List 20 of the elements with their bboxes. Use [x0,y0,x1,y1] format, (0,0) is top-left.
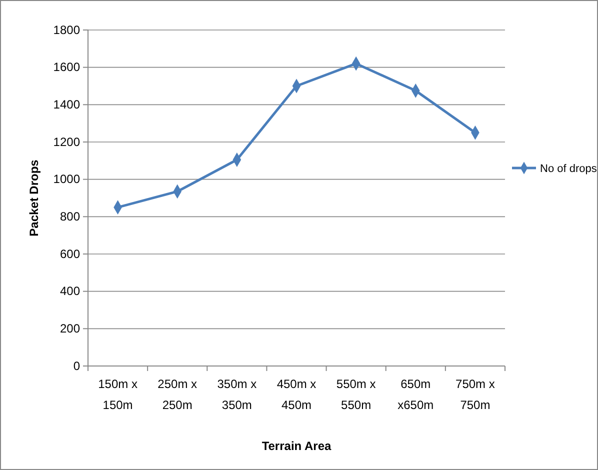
y-axis-title: Packet Drops [27,159,41,236]
y-tick-label: 800 [60,210,80,224]
x-axis-title: Terrain Area [262,439,332,453]
y-tick-label: 0 [73,358,80,373]
y-tick-label: 400 [60,284,80,298]
legend-label: No of drops [540,163,598,175]
x-tick-label: 250m x 250m [158,377,198,412]
x-tick-label: 450m x 450m [276,377,316,412]
y-tick-label: 1200 [53,134,80,149]
y-tick-label: 1000 [53,172,80,186]
x-tick-label: 650m x650m [398,377,434,412]
x-tick-label: 350m x 350m [217,377,257,412]
y-tick-label: 1600 [53,60,80,74]
y-tick-label: 200 [60,322,80,336]
y-tick-label: 600 [60,246,80,261]
y-tick-label: 1400 [53,98,80,112]
x-tick-label: 550m x 550m [336,377,376,412]
x-tick-label: 150m x 150m [98,377,138,412]
x-tick-label: 750m x 750m [456,377,495,412]
y-tick-label: 1800 [53,22,80,37]
